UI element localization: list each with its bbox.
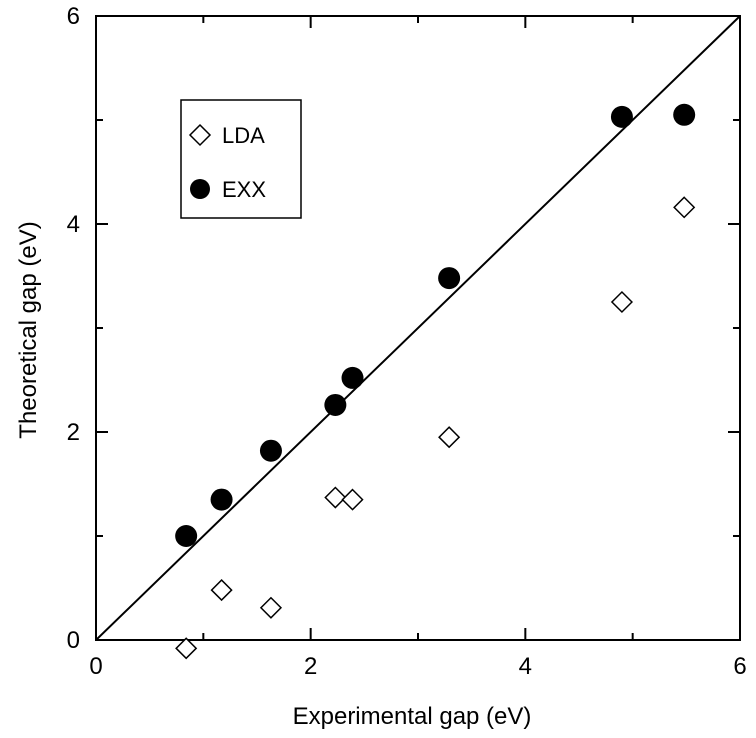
lda-point bbox=[324, 486, 347, 509]
exx-point bbox=[673, 103, 696, 126]
x-tick-label: 2 bbox=[304, 653, 317, 680]
exx-point bbox=[210, 488, 233, 511]
exx-point bbox=[175, 525, 198, 547]
legend-exx-label: EXX bbox=[222, 177, 266, 202]
lda-point bbox=[610, 290, 633, 314]
y-tick-label: 0 bbox=[67, 627, 80, 654]
y-tick-label: 4 bbox=[67, 211, 80, 238]
data-points bbox=[175, 103, 696, 660]
x-tick-label: 4 bbox=[519, 653, 532, 680]
y-axis-title: Theoretical gap (eV) bbox=[15, 221, 42, 438]
legend-exx-marker bbox=[190, 179, 210, 199]
lda-point bbox=[673, 196, 696, 219]
axis-ticks bbox=[95, 15, 741, 641]
x-tick-label: 0 bbox=[89, 653, 102, 680]
lda-point bbox=[175, 637, 198, 660]
tick-labels: 0 2 4 6 0 2 4 6 bbox=[67, 3, 747, 680]
x-tick-label: 6 bbox=[733, 653, 746, 680]
parity-line bbox=[95, 15, 741, 641]
lda-point bbox=[210, 579, 233, 602]
exx-point bbox=[438, 267, 461, 290]
legend-lda-label: LDA bbox=[222, 123, 265, 148]
lda-point bbox=[438, 426, 461, 449]
exx-point bbox=[610, 105, 633, 128]
y-tick-label: 6 bbox=[67, 3, 80, 30]
exx-point bbox=[324, 393, 347, 416]
lda-point bbox=[259, 596, 283, 619]
exx-point bbox=[341, 366, 364, 389]
legend-lda-marker bbox=[188, 123, 212, 147]
lda-point bbox=[341, 488, 364, 511]
y-tick-label: 2 bbox=[67, 419, 80, 446]
legend: LDA EXX bbox=[180, 99, 302, 219]
exx-point bbox=[259, 439, 282, 462]
x-axis-title: Experimental gap (eV) bbox=[293, 703, 532, 730]
